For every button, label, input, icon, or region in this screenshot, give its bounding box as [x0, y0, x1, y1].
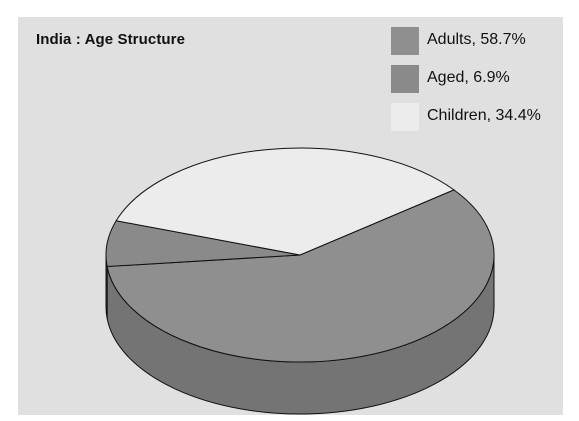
legend-label-adults: Adults, 58.7% — [427, 31, 526, 48]
chart-title: India : Age Structure — [36, 31, 186, 48]
legend-label-aged: Aged, 6.9% — [427, 69, 510, 86]
legend-label-children: Children, 34.4% — [427, 107, 541, 124]
pie-chart — [105, 147, 495, 415]
legend-swatch-adults — [391, 27, 422, 58]
pie-slice-children — [115, 147, 455, 256]
chart-panel: India : Age Structure Adults, 58.7% Aged… — [18, 17, 563, 415]
pie-top — [105, 147, 495, 363]
legend-swatch-children — [391, 103, 422, 134]
pie-slice-adults — [106, 189, 495, 363]
legend-swatch-aged — [391, 65, 422, 96]
